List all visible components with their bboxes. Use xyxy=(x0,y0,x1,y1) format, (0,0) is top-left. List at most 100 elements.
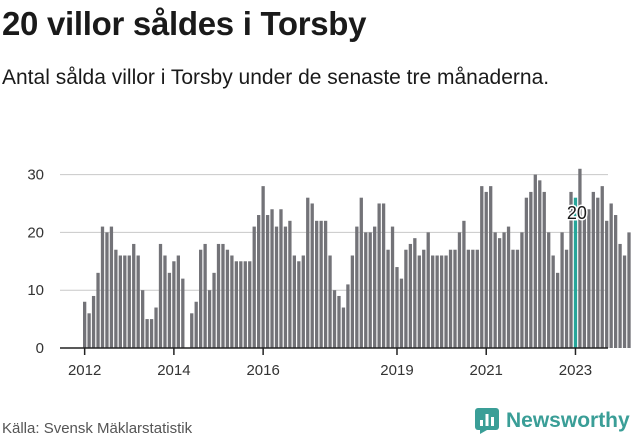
bar xyxy=(395,267,399,348)
bar xyxy=(297,261,301,348)
bar xyxy=(413,238,417,348)
bar xyxy=(91,295,96,348)
bar xyxy=(274,226,279,348)
bar xyxy=(328,255,332,348)
chart-title: 20 villor såldes i Torsby xyxy=(2,5,367,42)
bar xyxy=(520,232,524,349)
bar xyxy=(96,272,100,348)
bar xyxy=(123,255,127,348)
bar xyxy=(426,232,430,349)
x-tick-label: 2016 xyxy=(246,362,279,379)
bar xyxy=(627,232,631,349)
bar xyxy=(248,261,252,348)
bar xyxy=(582,215,587,348)
bar xyxy=(547,232,551,349)
bar xyxy=(609,203,613,348)
bar xyxy=(399,278,404,349)
y-tick-label: 20 xyxy=(27,224,44,241)
bar xyxy=(551,255,555,348)
x-tick-label: 2021 xyxy=(470,362,503,379)
bar xyxy=(199,249,203,348)
bar xyxy=(417,255,421,348)
bar xyxy=(141,290,145,348)
bar xyxy=(444,255,448,348)
bar xyxy=(114,249,118,348)
bar xyxy=(100,226,105,348)
bar xyxy=(194,301,198,348)
bar xyxy=(533,174,537,348)
bar xyxy=(292,255,297,348)
bar xyxy=(181,278,185,349)
bar xyxy=(377,203,381,348)
highlight-value-label: 20 xyxy=(567,203,587,223)
bar xyxy=(149,319,154,348)
bar xyxy=(154,307,158,348)
bar xyxy=(341,307,346,348)
bar xyxy=(306,197,310,348)
bar xyxy=(538,180,542,348)
bar xyxy=(158,243,163,348)
bar xyxy=(431,255,435,348)
y-tick-label: 10 xyxy=(27,282,44,299)
bar xyxy=(368,232,372,349)
bar xyxy=(453,249,457,348)
bar xyxy=(596,197,600,348)
bar xyxy=(279,209,283,348)
bar xyxy=(373,226,377,348)
bar xyxy=(439,255,444,348)
bar xyxy=(605,220,609,348)
bar xyxy=(359,197,363,348)
bar xyxy=(207,290,212,348)
bar xyxy=(315,220,319,348)
bar xyxy=(172,261,176,348)
bar xyxy=(622,255,627,348)
bar xyxy=(578,168,582,348)
bar xyxy=(448,249,453,348)
source-note: Källa: Svensk Mäklarstatistik xyxy=(2,420,193,437)
bar xyxy=(319,220,323,348)
bar-highlight xyxy=(573,197,578,348)
x-tick-label: 2023 xyxy=(559,362,592,379)
bar xyxy=(109,226,114,348)
bar xyxy=(127,255,131,348)
bar xyxy=(524,197,529,348)
bar xyxy=(163,255,167,348)
bar xyxy=(337,295,341,348)
bar xyxy=(564,249,569,348)
bar xyxy=(252,226,256,348)
bar xyxy=(261,186,265,349)
bar xyxy=(386,249,390,348)
bar xyxy=(502,232,506,349)
bars xyxy=(83,168,631,349)
bar xyxy=(230,255,234,348)
bar xyxy=(190,313,194,348)
bar xyxy=(136,255,140,348)
bar xyxy=(506,226,511,348)
bar xyxy=(212,272,216,348)
bar xyxy=(497,238,502,348)
bar xyxy=(310,203,314,348)
bar xyxy=(600,186,604,349)
bar xyxy=(265,215,270,348)
bar xyxy=(462,220,466,348)
bar xyxy=(489,186,493,349)
bar xyxy=(288,220,292,348)
bar xyxy=(257,215,261,348)
brand-logo: Newsworthy xyxy=(475,406,630,436)
bar xyxy=(203,243,207,348)
bar xyxy=(587,209,591,348)
bar xyxy=(435,255,439,348)
bar xyxy=(457,232,462,349)
bar xyxy=(511,249,515,348)
chart-subtitle: Antal sålda villor i Torsby under de sen… xyxy=(2,66,550,89)
brand-name: Newsworthy xyxy=(506,409,630,432)
bar xyxy=(225,249,230,348)
bar xyxy=(346,284,350,348)
bar xyxy=(283,226,288,348)
labels: 0 10 20 30 2012 2014 2016 2019 2021 2023 20 xyxy=(27,167,592,379)
bar xyxy=(332,290,337,348)
bar xyxy=(591,191,595,348)
bar xyxy=(239,261,243,348)
bar xyxy=(529,191,533,348)
